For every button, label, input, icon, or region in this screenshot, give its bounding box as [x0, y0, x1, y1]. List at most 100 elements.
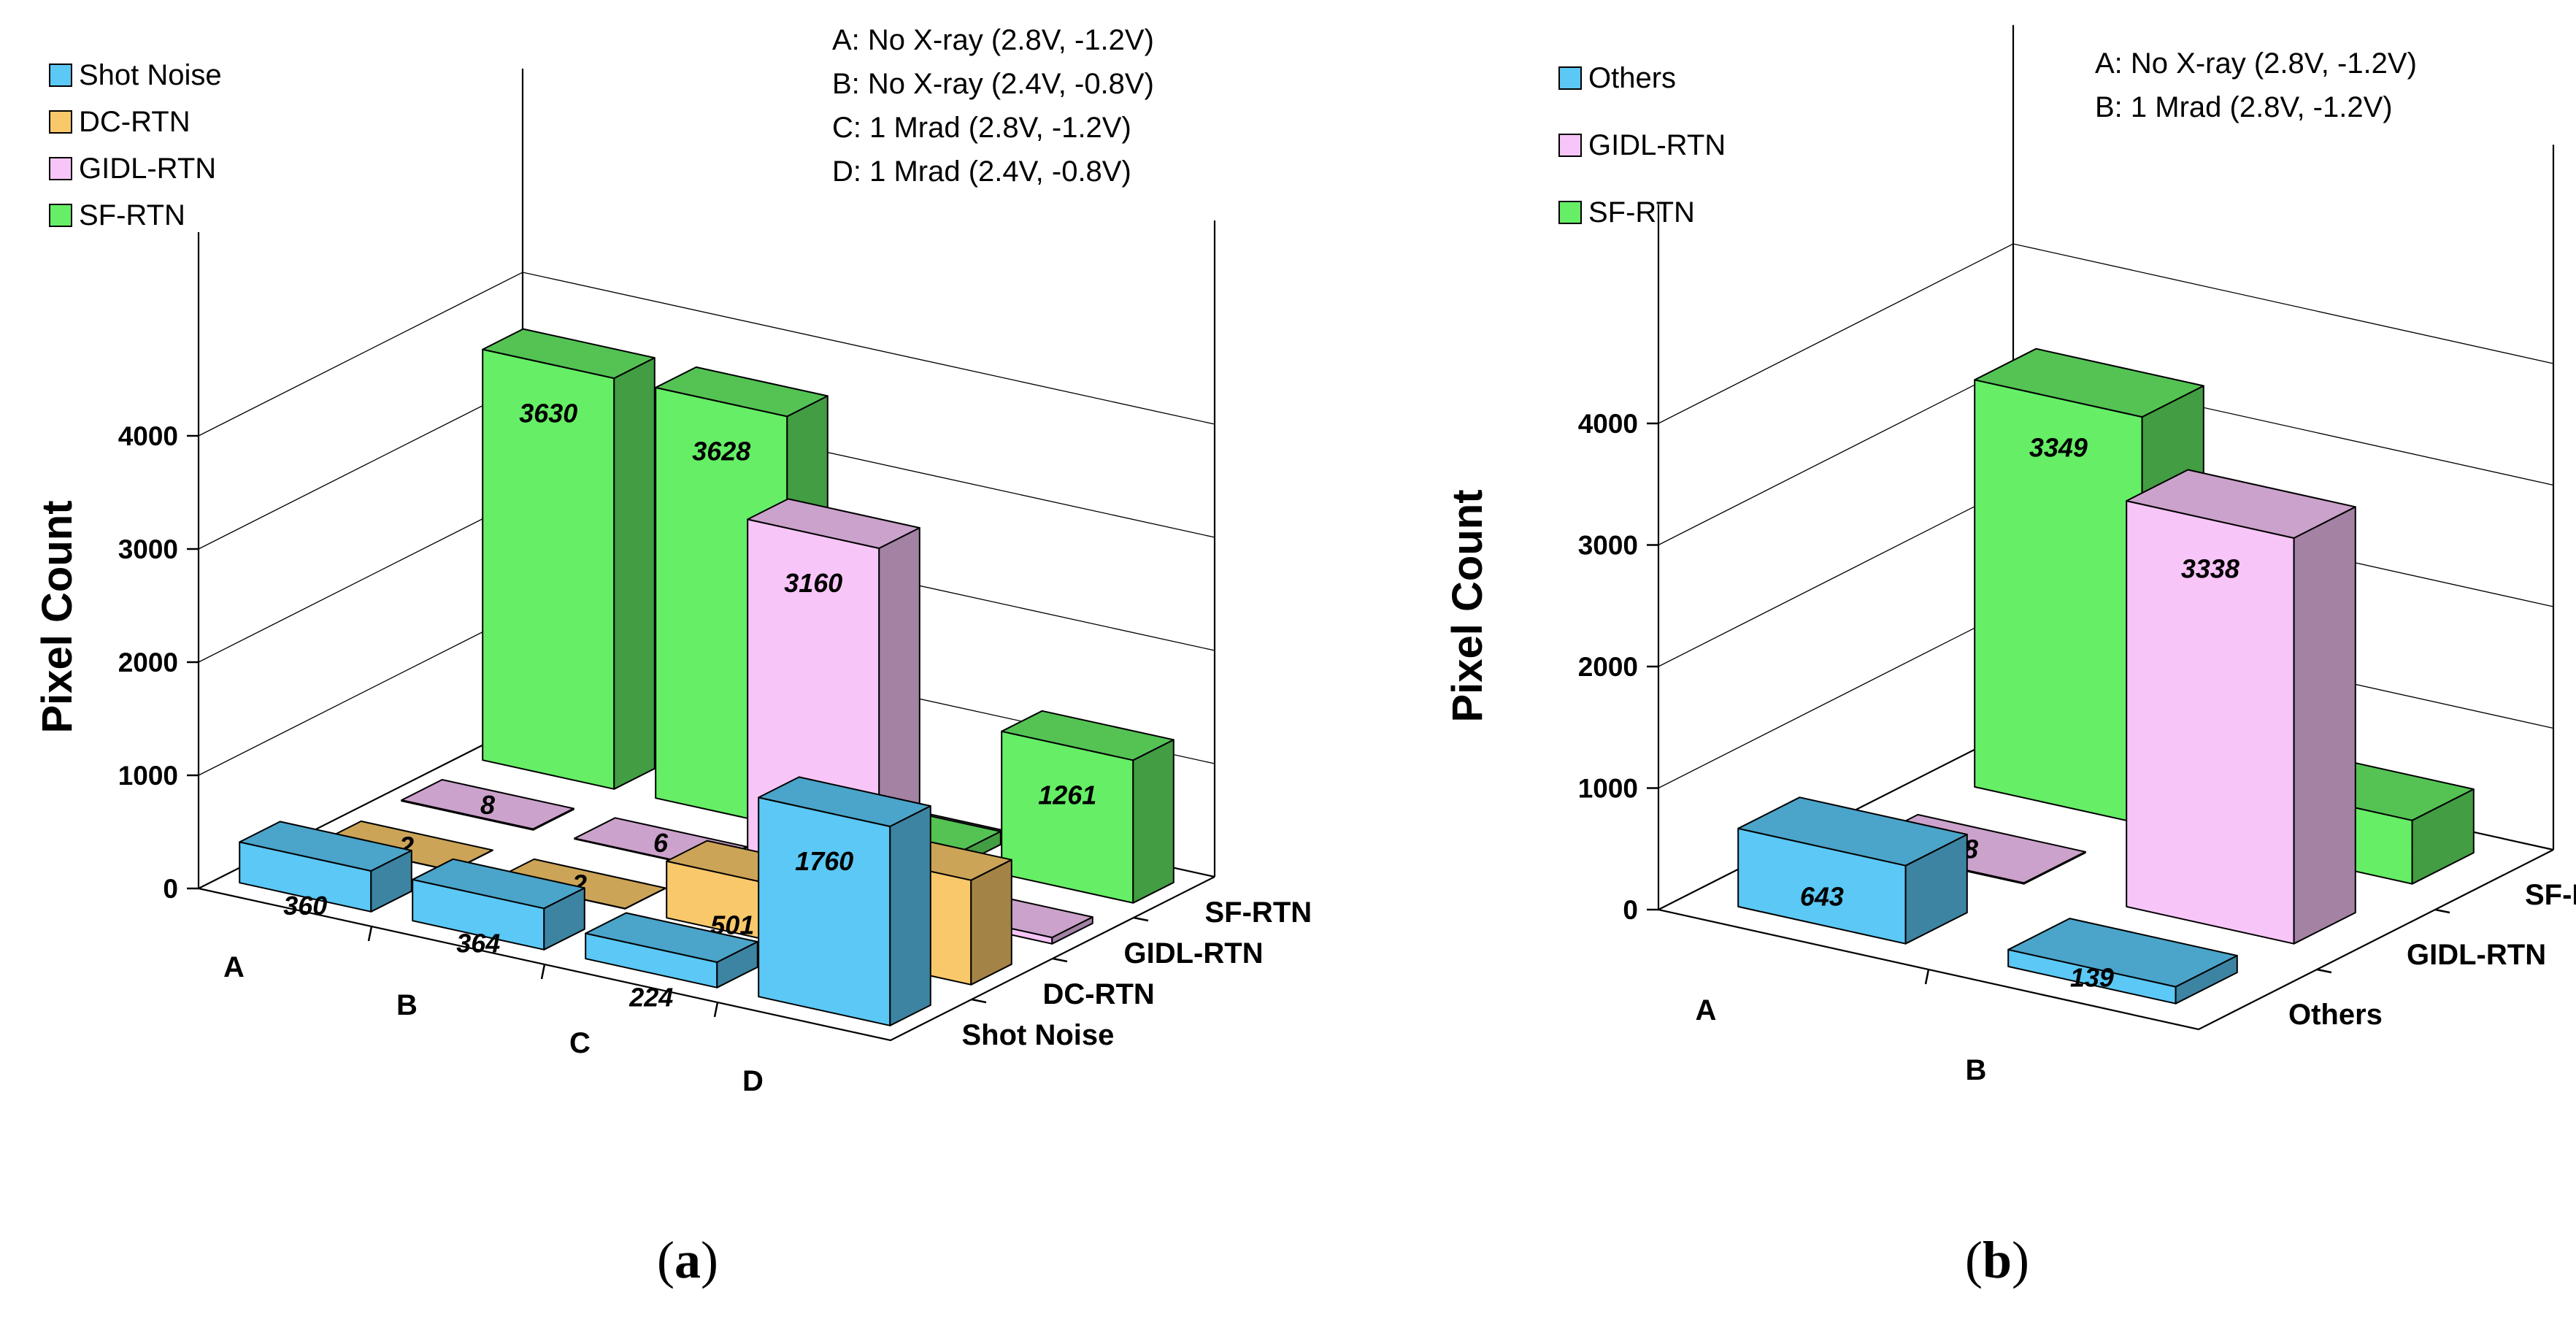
bar-value-label: 139 [2070, 963, 2114, 993]
legend-swatch-dc-rtn [49, 110, 72, 134]
bar-value-label: 643 [1800, 881, 1844, 911]
legend-label-shot-noise: Shot Noise [79, 59, 222, 91]
y-tick-label: 0 [163, 874, 178, 904]
depth-axis: Shot Noise DC-RTN GIDL-RTN SF-RTN [962, 896, 1312, 1051]
depth-label-gidl-rtn: GIDL-RTN [2407, 939, 2546, 971]
legend-label-sf-rtn: SF-RTN [1588, 196, 1695, 229]
bar-top-face [239, 821, 412, 872]
bar-top-face [482, 328, 655, 380]
bar-value-label: 1760 [795, 846, 853, 876]
legend-swatch-gidl-rtn [49, 157, 72, 180]
depth-tick [1133, 916, 1149, 922]
bar-top-face [2007, 918, 2238, 988]
depth-tick [1052, 957, 1068, 963]
depth-tick [2316, 968, 2332, 974]
bar-gidl-rtn-a: 8 [401, 779, 574, 831]
bar-value-label: 6 [653, 828, 669, 858]
depth-label-gidl-rtn: GIDL-RTN [1124, 937, 1264, 969]
annotation-line: A: No X-ray (2.8V, -1.2V) [2095, 47, 2417, 80]
bars: 3630362811512618631605622501923360364224… [239, 328, 1174, 1026]
bar-top-face [1001, 710, 1174, 761]
x-tick [367, 926, 373, 942]
annotation-line: C: 1 Mrad (2.8V, -1.2V) [832, 112, 1131, 144]
bar-value-label: 3349 [2029, 433, 2088, 463]
bar-sf-rtn-a: 3630 [482, 328, 655, 790]
x-tick [1924, 969, 1930, 985]
annotation-line: D: 1 Mrad (2.4V, -0.8V) [832, 155, 1131, 188]
annotations: A: No X-ray (2.8V, -1.2V) B: 1 Mrad (2.8V… [2095, 47, 2417, 123]
bar-top-face [758, 776, 931, 827]
depth-label-shot-noise: Shot Noise [962, 1019, 1115, 1051]
y-tick-label: 4000 [1578, 409, 1638, 439]
annotation-line: B: 1 Mrad (2.8V, -1.2V) [2095, 91, 2393, 123]
legend-swatch-others [1558, 66, 1582, 90]
legend: Shot Noise DC-RTN GIDL-RTN SF-RTN [49, 59, 222, 231]
annotation-line: A: No X-ray (2.8V, -1.2V) [832, 24, 1154, 56]
panel-label-b: (b) [1965, 1231, 2030, 1289]
bar-top-face [2126, 469, 2356, 539]
y-tick-label: 2000 [118, 648, 178, 677]
bar-value-label: 3630 [519, 398, 577, 428]
y-tick-label: 1000 [118, 761, 178, 791]
legend-label-others: Others [1588, 62, 1676, 94]
x-tick [540, 964, 546, 980]
bar-value-label: 1261 [1038, 780, 1096, 810]
depth-label-others: Others [2288, 999, 2383, 1031]
y-tick-label: 3000 [118, 534, 178, 564]
depth-tick [971, 998, 987, 1004]
bar-shot-noise-c: 224 [585, 912, 758, 1012]
x-category-label: B [396, 989, 418, 1021]
bar-gidl-rtn-b: 3338 [2126, 469, 2356, 945]
gridline [198, 272, 1215, 437]
legend-swatch-shot-noise [49, 64, 72, 87]
depth-label-dc-rtn: DC-RTN [1043, 978, 1155, 1010]
bar-value-label: 360 [283, 891, 327, 921]
annotation-line: B: No X-ray (2.4V, -0.8V) [832, 68, 1154, 100]
bar-top-face [655, 366, 828, 418]
y-tick-label: 2000 [1578, 652, 1638, 682]
legend-swatch-gidl-rtn [1558, 134, 1582, 157]
y-tick-label: 1000 [1578, 774, 1638, 804]
annotations: A: No X-ray (2.8V, -1.2V) B: No X-ray (2.… [832, 24, 1154, 188]
bar-value-label: 224 [628, 982, 673, 1012]
bar-others-b: 139 [2007, 918, 2238, 1005]
y-tick-label: 3000 [1578, 531, 1638, 561]
y-axis-title: Pixel Count [1444, 489, 1491, 722]
y-axis: 0 1000 2000 3000 4000 Pixel Count [34, 421, 199, 904]
gridline [1658, 243, 2554, 424]
legend-label-gidl-rtn: GIDL-RTN [79, 153, 216, 185]
x-category-label: B [1966, 1054, 1987, 1086]
bar-value-label: 3338 [2181, 554, 2239, 584]
bar-sf-rtn-d: 1261 [1001, 710, 1174, 904]
bar-others-a: 643 [1737, 796, 1968, 945]
depth-label-sf-rtn: SF-RTN [1205, 896, 1312, 929]
bar-shot-noise-b: 364 [412, 858, 585, 959]
bar-shot-noise-a: 360 [239, 821, 412, 921]
bars: 334952383338643139 [1737, 348, 2475, 1005]
depth-label-sf-rtn: SF-RTN [2525, 879, 2576, 911]
x-category-label: A [1696, 994, 1717, 1026]
legend-label-sf-rtn: SF-RTN [79, 199, 185, 231]
x-axis: AB [1696, 969, 1987, 1086]
y-axis-title: Pixel Count [34, 500, 81, 733]
x-axis: A B C D [223, 926, 764, 1097]
y-axis: 0 1000 2000 3000 4000 Pixel Count [1444, 409, 1658, 925]
bar-shot-noise-d: 1760 [758, 776, 931, 1026]
x-category-label: C [569, 1027, 591, 1059]
x-category-label: D [742, 1065, 764, 1097]
bar-value-label: 364 [456, 929, 500, 959]
depth-tick [2434, 908, 2450, 914]
bar-top-face [1737, 796, 1968, 867]
bar-value-label: 3160 [784, 568, 842, 598]
bar-side-face [2293, 506, 2356, 945]
x-tick [713, 1002, 719, 1018]
bar-top-face [747, 498, 920, 549]
legend-label-dc-rtn: DC-RTN [79, 106, 191, 138]
depth-axis: Others GIDL-RTN SF-RTN [2288, 879, 2576, 1031]
legend-swatch-sf-rtn [1558, 201, 1582, 224]
y-tick-label: 4000 [118, 421, 178, 451]
y-tick-label: 0 [1623, 895, 1638, 925]
